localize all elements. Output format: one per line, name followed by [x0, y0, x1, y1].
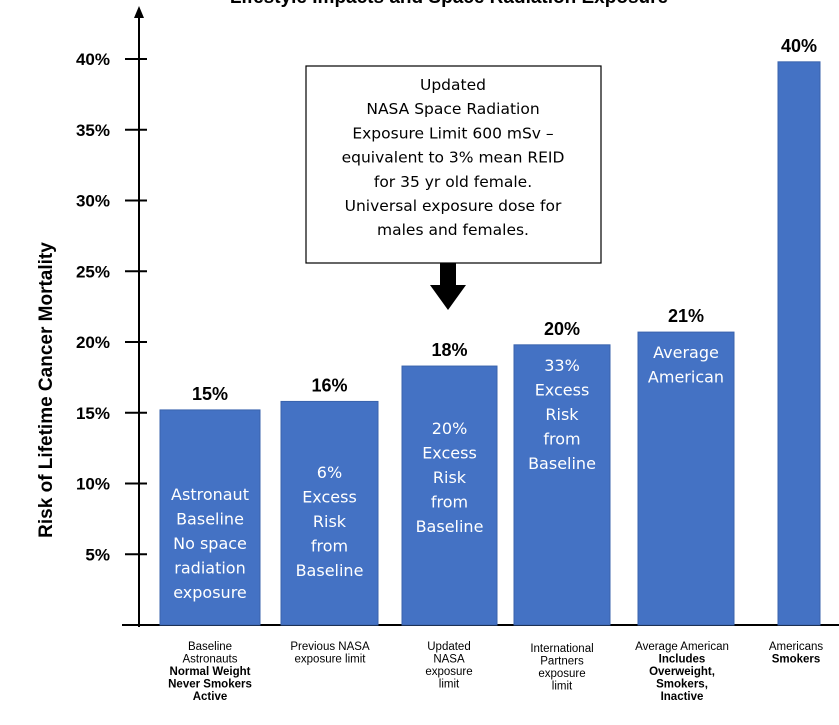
bar-inner-label: Baseline: [296, 561, 364, 580]
x-category-label: exposure limit: [295, 654, 367, 666]
annotation-text: NASA Space Radiation: [366, 100, 539, 118]
bar-inner-label: exposure: [173, 583, 247, 602]
y-tick-label: 10%: [76, 475, 110, 494]
bar-inner-label: 33%: [544, 356, 580, 375]
x-category-label-bold: Smokers: [772, 654, 821, 666]
x-category-label: Americans: [769, 641, 824, 653]
bar: [637, 331, 735, 626]
bar-inner-label: Risk: [313, 512, 347, 531]
bar-inner-label: Baseline: [528, 454, 596, 473]
bar-inner-label: Risk: [433, 468, 467, 487]
bar-inner-label: Excess: [302, 488, 357, 507]
x-category-label: limit: [552, 681, 573, 693]
x-category-label: Baseline: [188, 641, 232, 653]
bar: [777, 61, 821, 626]
data-label: 21%: [668, 306, 704, 326]
y-tick-label: 35%: [76, 121, 110, 140]
data-label: 16%: [311, 375, 347, 395]
annotation-text: for 35 yr old female.: [374, 173, 532, 191]
bar-inner-label: Baseline: [416, 517, 484, 536]
bar-inner-label: from: [543, 429, 580, 448]
y-tick-label: 25%: [76, 262, 110, 281]
bar-inner-label: American: [648, 368, 724, 387]
bars: 15% Astronaut Baseline No space radiation exp…: [159, 36, 821, 626]
x-category-label-bold: Inactive: [661, 691, 704, 703]
annotation-text: Updated: [420, 76, 486, 94]
x-category-label: Partners: [540, 656, 584, 668]
x-category-label-bold: Normal Weight: [170, 666, 251, 678]
bar-inner-label: No space: [173, 534, 247, 553]
x-category-label: Astronauts: [183, 654, 238, 666]
data-label: 18%: [431, 340, 467, 360]
x-category-label: limit: [439, 679, 460, 691]
x-category-label-bold: Never Smokers: [168, 679, 252, 691]
x-category-label-bold: Includes: [659, 654, 706, 666]
data-label: 15%: [192, 384, 228, 404]
annotation-text: Exposure Limit 600 mSv –: [352, 124, 553, 142]
y-axis-arrow: [134, 6, 144, 18]
y-tick-label: 40%: [76, 50, 110, 69]
y-axis-label: Risk of Lifetime Cancer Mortality: [36, 242, 57, 538]
bar-inner-label: from: [431, 493, 468, 512]
annotation-text: Universal exposure dose for: [345, 197, 562, 215]
bar-inner-label: Excess: [422, 444, 477, 463]
y-ticks: 5% 10% 15% 20% 25% 30% 35% 40%: [76, 50, 147, 564]
x-category-label: Average American: [635, 641, 729, 653]
annotation: Updated NASA Space Radiation Exposure Limi…: [305, 65, 602, 310]
y-tick-label: 30%: [76, 192, 110, 211]
bar-inner-label: radiation: [174, 559, 245, 578]
bar: [513, 344, 611, 626]
x-category-label: International: [530, 643, 593, 655]
y-tick-label: 20%: [76, 333, 110, 352]
x-category-label-bold: Active: [193, 691, 228, 703]
bar-inner-label: 6%: [317, 463, 342, 482]
bar-inner-label: Risk: [545, 405, 579, 424]
bar-inner-label: 20%: [432, 419, 468, 438]
bar: [159, 409, 261, 626]
bar-inner-label: from: [311, 537, 348, 556]
annotation-text: equivalent to 3% mean REID: [342, 149, 565, 167]
x-category-label: NASA: [433, 654, 465, 666]
bar: [401, 365, 498, 626]
bar-inner-label: Baseline: [176, 510, 244, 529]
x-category-label: exposure: [425, 666, 472, 678]
data-label: 40%: [781, 36, 817, 56]
data-label: 20%: [544, 319, 580, 339]
y-tick-label: 15%: [76, 404, 110, 423]
x-category-label: Previous NASA: [290, 641, 370, 653]
x-category-label: exposure: [538, 668, 585, 680]
chart-title: Lifestyle Impacts and Space Radiation Ex…: [230, 0, 668, 8]
down-arrow-icon: [430, 263, 466, 310]
annotation-box: [305, 65, 602, 264]
y-tick-label: 5%: [85, 545, 110, 564]
x-category-label-bold: Overweight,: [649, 666, 715, 678]
bar-inner-label: Average: [653, 343, 719, 362]
bar: [280, 400, 379, 626]
annotation-text: males and females.: [377, 221, 529, 239]
bar-inner-label: Astronaut: [171, 485, 249, 504]
x-category-label-bold: Smokers,: [656, 679, 708, 691]
x-category-label: Updated: [427, 641, 470, 653]
bar-inner-label: Excess: [535, 380, 590, 399]
